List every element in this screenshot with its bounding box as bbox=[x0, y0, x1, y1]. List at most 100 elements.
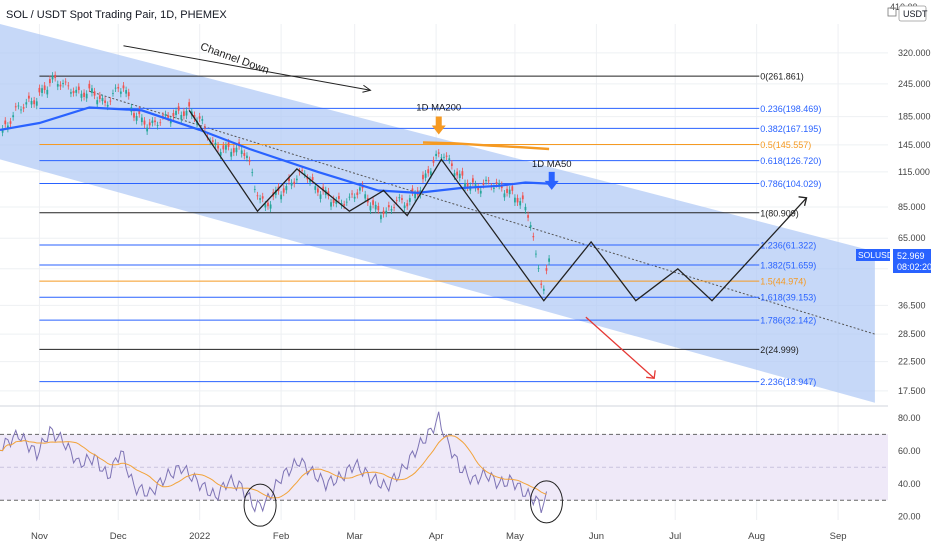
candle[interactable] bbox=[127, 92, 130, 97]
candle[interactable] bbox=[429, 171, 432, 175]
candle[interactable] bbox=[80, 93, 83, 98]
candle[interactable] bbox=[382, 210, 385, 215]
candle[interactable] bbox=[456, 171, 459, 176]
candle[interactable] bbox=[4, 120, 7, 125]
candle[interactable] bbox=[380, 215, 382, 220]
candle[interactable] bbox=[422, 174, 424, 180]
candle[interactable] bbox=[180, 114, 183, 120]
candle[interactable] bbox=[227, 142, 230, 147]
candle[interactable] bbox=[403, 205, 406, 209]
rsi-pane[interactable] bbox=[0, 405, 888, 527]
candle[interactable] bbox=[311, 177, 314, 181]
candle[interactable] bbox=[14, 106, 17, 108]
candle[interactable] bbox=[201, 119, 204, 121]
candle[interactable] bbox=[377, 205, 380, 211]
candle[interactable] bbox=[30, 101, 33, 105]
candle[interactable] bbox=[96, 100, 99, 105]
candle[interactable] bbox=[27, 95, 30, 99]
candle[interactable] bbox=[498, 183, 501, 186]
candle[interactable] bbox=[240, 150, 243, 155]
candle[interactable] bbox=[159, 122, 162, 124]
candle[interactable] bbox=[477, 186, 480, 191]
candle[interactable] bbox=[72, 90, 75, 94]
candle[interactable] bbox=[25, 102, 28, 105]
candle[interactable] bbox=[230, 151, 233, 157]
candle[interactable] bbox=[83, 92, 85, 97]
candle[interactable] bbox=[401, 198, 403, 200]
candle[interactable] bbox=[545, 268, 548, 271]
candle[interactable] bbox=[267, 202, 269, 207]
candle[interactable] bbox=[193, 114, 196, 119]
candle[interactable] bbox=[524, 206, 527, 211]
candle[interactable] bbox=[542, 288, 545, 291]
candle[interactable] bbox=[453, 173, 456, 177]
candle[interactable] bbox=[514, 197, 516, 203]
candle[interactable] bbox=[122, 85, 125, 89]
candle[interactable] bbox=[322, 186, 325, 192]
candle[interactable] bbox=[175, 110, 177, 115]
candle[interactable] bbox=[43, 85, 46, 90]
candle[interactable] bbox=[1, 128, 4, 133]
candle[interactable] bbox=[282, 188, 285, 193]
candle[interactable] bbox=[112, 93, 114, 94]
candle[interactable] bbox=[359, 187, 361, 191]
candle[interactable] bbox=[91, 88, 93, 93]
candle[interactable] bbox=[146, 127, 149, 132]
candle[interactable] bbox=[435, 153, 438, 156]
candle[interactable] bbox=[259, 198, 261, 200]
candle[interactable] bbox=[264, 204, 267, 208]
candle[interactable] bbox=[246, 155, 248, 158]
candle[interactable] bbox=[461, 171, 464, 176]
candle[interactable] bbox=[369, 205, 372, 211]
candle[interactable] bbox=[98, 95, 101, 99]
candle[interactable] bbox=[62, 83, 64, 85]
candle[interactable] bbox=[493, 187, 495, 189]
candle[interactable] bbox=[351, 193, 353, 195]
candle[interactable] bbox=[88, 83, 91, 89]
candle[interactable] bbox=[56, 84, 59, 87]
candle[interactable] bbox=[385, 210, 388, 214]
candle[interactable] bbox=[183, 111, 185, 116]
candle[interactable] bbox=[38, 87, 41, 93]
candle[interactable] bbox=[198, 116, 201, 119]
candle[interactable] bbox=[114, 87, 117, 89]
candle[interactable] bbox=[440, 157, 443, 159]
candle[interactable] bbox=[85, 93, 88, 99]
candle[interactable] bbox=[521, 195, 524, 200]
candle[interactable] bbox=[138, 109, 141, 115]
candle[interactable] bbox=[445, 155, 448, 157]
candle[interactable] bbox=[535, 253, 537, 255]
candle[interactable] bbox=[503, 193, 506, 198]
candle[interactable] bbox=[167, 115, 170, 118]
candle[interactable] bbox=[20, 109, 22, 111]
candle[interactable] bbox=[424, 173, 427, 178]
candle[interactable] bbox=[22, 107, 25, 109]
candle[interactable] bbox=[70, 92, 72, 94]
candle[interactable] bbox=[437, 152, 440, 154]
candle[interactable] bbox=[188, 102, 191, 107]
candle[interactable] bbox=[448, 158, 451, 161]
candle[interactable] bbox=[251, 172, 254, 173]
candle[interactable] bbox=[482, 182, 485, 185]
candle[interactable] bbox=[253, 189, 256, 190]
candle[interactable] bbox=[485, 179, 487, 182]
candle[interactable] bbox=[204, 127, 206, 129]
candle[interactable] bbox=[117, 87, 120, 89]
candle[interactable] bbox=[59, 84, 62, 87]
candle[interactable] bbox=[306, 177, 309, 180]
candle[interactable] bbox=[353, 196, 356, 199]
candle[interactable] bbox=[314, 186, 317, 190]
candle[interactable] bbox=[427, 169, 430, 174]
candle[interactable] bbox=[256, 195, 259, 197]
candle[interactable] bbox=[443, 156, 445, 158]
grid-icon[interactable] bbox=[887, 7, 897, 17]
candle[interactable] bbox=[479, 190, 482, 194]
candle[interactable] bbox=[46, 89, 49, 95]
candle[interactable] bbox=[261, 196, 264, 199]
candle[interactable] bbox=[119, 91, 122, 94]
candle[interactable] bbox=[330, 202, 332, 207]
candle[interactable] bbox=[285, 186, 288, 191]
candle[interactable] bbox=[414, 193, 417, 199]
candle[interactable] bbox=[109, 100, 112, 102]
